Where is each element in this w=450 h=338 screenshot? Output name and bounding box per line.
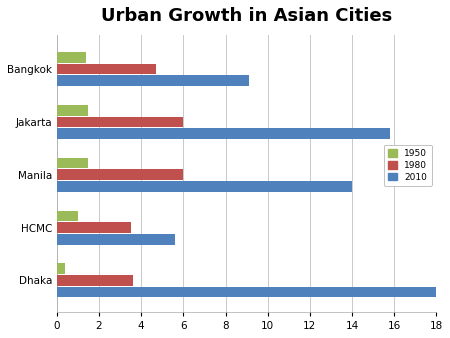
Bar xyxy=(57,287,436,297)
Bar xyxy=(57,117,183,127)
Legend: 1950, 1980, 2010: 1950, 1980, 2010 xyxy=(384,145,432,186)
Bar xyxy=(57,75,249,86)
Bar xyxy=(57,275,133,286)
Bar xyxy=(57,169,183,180)
Bar xyxy=(57,158,89,168)
Bar xyxy=(57,128,390,139)
Bar xyxy=(57,105,89,116)
Bar xyxy=(57,64,156,74)
Bar xyxy=(57,181,352,192)
Bar xyxy=(57,52,86,63)
Bar xyxy=(57,234,175,244)
Bar xyxy=(57,263,65,274)
Bar xyxy=(57,211,78,221)
Bar xyxy=(57,222,130,233)
Title: Urban Growth in Asian Cities: Urban Growth in Asian Cities xyxy=(101,7,392,25)
